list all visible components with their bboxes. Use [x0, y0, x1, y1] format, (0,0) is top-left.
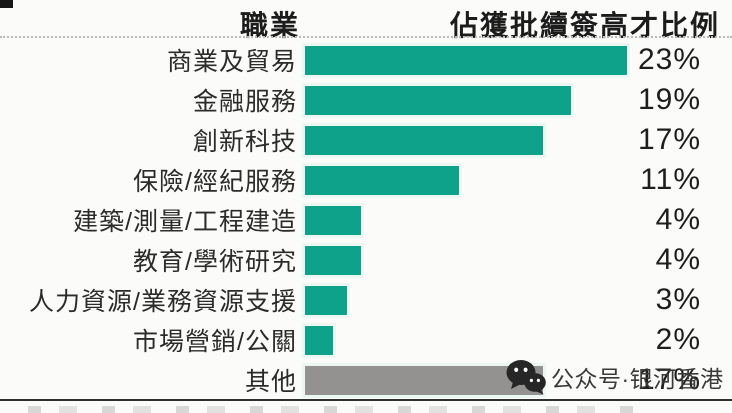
chart-row: 保險/經紀服務 11%: [0, 160, 732, 200]
bar: [305, 365, 543, 395]
value-label: 4%: [655, 243, 701, 276]
bar-rows: 商業及貿易 23% 金融服務 19% 創新科技 17% 保險/經紀服務 11% …: [0, 40, 732, 400]
cutoff-source-text: [28, 406, 640, 413]
chart-row: 商業及貿易 23%: [0, 40, 732, 80]
value-label: 19%: [637, 83, 701, 116]
bottom-border-line: [0, 399, 732, 401]
bar: [305, 325, 333, 355]
column-header-occupation: 職業: [239, 10, 300, 41]
watermark-text: 公众号·银河香港: [551, 366, 724, 392]
value-label: 11%: [640, 163, 701, 196]
wechat-icon: [506, 360, 546, 395]
header-divider: [0, 36, 732, 38]
bar: [305, 205, 361, 235]
chart-row: 建築/測量/工程建造 4%: [0, 200, 732, 240]
category-label: 其他: [244, 368, 297, 396]
chart-row: 人力資源/業務資源支援 3%: [0, 280, 732, 320]
chart-row: 創新科技 17%: [0, 120, 732, 160]
bar: [305, 165, 459, 195]
value-label: 23%: [637, 43, 701, 76]
category-label: 教育/學術研究: [133, 248, 297, 276]
value-label: 2%: [655, 323, 701, 356]
chart-row: 金融服務 19%: [0, 80, 732, 120]
category-label: 創新科技: [192, 128, 297, 156]
bar: [305, 285, 347, 315]
watermark: 公众号·银河香港: [506, 358, 724, 396]
chart-row: 市場營銷/公關 2%: [0, 320, 732, 360]
category-label: 人力資源/業務資源支援: [29, 288, 297, 316]
category-label: 市場營銷/公關: [133, 328, 297, 356]
value-label: 17%: [637, 363, 701, 396]
bar: [305, 245, 361, 275]
value-label: 3%: [655, 283, 701, 316]
chart-header: 職業 佔獲批續簽高才比例: [0, 0, 732, 41]
chart-row: 教育/學術研究 4%: [0, 240, 732, 280]
value-label: 4%: [655, 203, 701, 236]
bar: [305, 125, 543, 155]
category-label: 金融服務: [192, 88, 297, 116]
chart-row: 其他 17%: [0, 360, 732, 400]
bar: [305, 85, 571, 115]
category-label: 商業及貿易: [166, 48, 297, 76]
value-label: 17%: [637, 123, 701, 156]
category-label: 保險/經紀服務: [133, 168, 297, 196]
bar: [305, 45, 627, 75]
column-header-percentage: 佔獲批續簽高才比例: [450, 10, 721, 41]
category-label: 建築/測量/工程建造: [73, 208, 297, 236]
photo-corner-artifact: [0, 0, 13, 8]
